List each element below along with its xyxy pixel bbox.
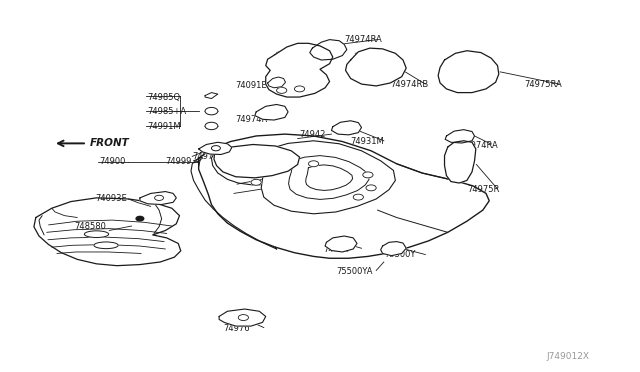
Circle shape <box>205 108 218 115</box>
Polygon shape <box>214 144 300 178</box>
Circle shape <box>211 145 220 151</box>
Polygon shape <box>381 241 406 256</box>
Polygon shape <box>219 309 266 326</box>
Polygon shape <box>310 39 347 60</box>
Circle shape <box>366 185 376 191</box>
Text: 74976: 74976 <box>192 152 219 161</box>
Polygon shape <box>346 48 406 86</box>
Polygon shape <box>198 134 489 258</box>
Text: 74991M: 74991M <box>148 122 181 131</box>
Text: FRONT: FRONT <box>90 138 130 148</box>
Polygon shape <box>266 43 333 97</box>
Circle shape <box>244 166 255 172</box>
Text: 74942: 74942 <box>300 129 326 139</box>
Text: 74974R: 74974R <box>236 115 268 124</box>
Text: 75500YA: 75500YA <box>336 267 372 276</box>
Circle shape <box>276 87 287 93</box>
Circle shape <box>294 86 305 92</box>
Polygon shape <box>332 121 362 135</box>
Text: 74093E: 74093E <box>95 195 127 203</box>
Text: 74975RA: 74975RA <box>524 80 562 89</box>
Text: 74974RA: 74974RA <box>461 141 499 150</box>
Ellipse shape <box>84 231 109 237</box>
Polygon shape <box>445 141 476 183</box>
Text: 74975R: 74975R <box>467 185 499 194</box>
Text: J749012X: J749012X <box>547 352 589 361</box>
Text: 74091E: 74091E <box>236 81 268 90</box>
Polygon shape <box>140 192 176 205</box>
Polygon shape <box>438 51 499 93</box>
Text: 74999: 74999 <box>166 157 192 166</box>
Polygon shape <box>255 105 288 120</box>
Text: 74976: 74976 <box>223 324 250 333</box>
Text: 74985: 74985 <box>323 244 349 253</box>
Polygon shape <box>445 130 474 143</box>
Circle shape <box>353 194 364 200</box>
Circle shape <box>136 217 144 221</box>
Text: 74931M: 74931M <box>351 137 385 146</box>
Text: 74900: 74900 <box>100 157 126 166</box>
Circle shape <box>238 315 248 321</box>
Polygon shape <box>218 154 266 170</box>
Text: 74974RB: 74974RB <box>390 80 429 89</box>
Text: 74974RA: 74974RA <box>344 35 382 44</box>
Polygon shape <box>268 77 285 88</box>
Text: 748580: 748580 <box>74 222 106 231</box>
Text: 74985+A: 74985+A <box>148 108 187 116</box>
Polygon shape <box>325 236 357 252</box>
Circle shape <box>205 122 218 130</box>
Text: 75500Y: 75500Y <box>384 250 415 259</box>
Circle shape <box>363 172 373 178</box>
Ellipse shape <box>94 242 118 248</box>
Polygon shape <box>261 141 396 214</box>
Circle shape <box>251 179 261 185</box>
Polygon shape <box>205 93 218 99</box>
Text: 74985Q: 74985Q <box>148 93 180 102</box>
Polygon shape <box>34 198 180 266</box>
Polygon shape <box>198 142 232 154</box>
Circle shape <box>308 161 319 167</box>
Circle shape <box>155 195 164 201</box>
